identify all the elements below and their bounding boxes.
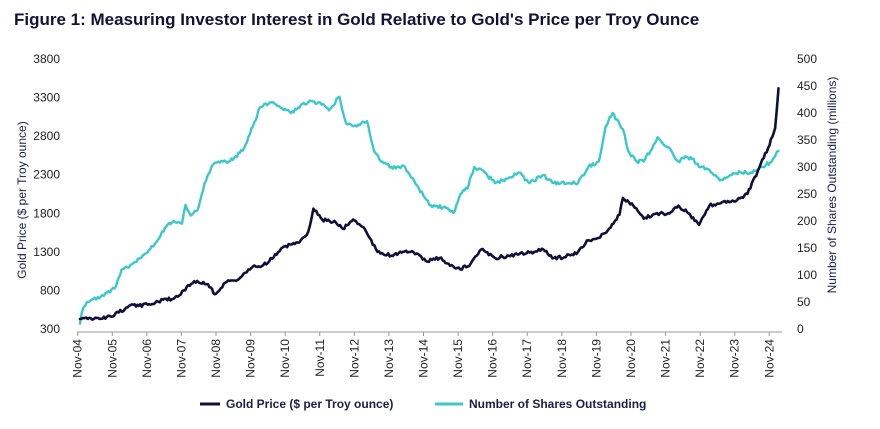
x-tick-label: Nov-21 [659, 339, 673, 378]
x-tick-label: Nov-08 [209, 339, 223, 378]
chart-title: Figure 1: Measuring Investor Interest in… [14, 10, 699, 29]
left-tick-label: 1300 [33, 245, 60, 259]
right-tick-label: 450 [797, 79, 817, 93]
right-tick-label: 350 [797, 133, 817, 147]
x-tick-label: Nov-24 [762, 339, 776, 378]
x-tick-label: Nov-19 [589, 339, 603, 378]
left-tick-label: 2800 [33, 129, 60, 143]
left-tick-label: 300 [40, 322, 60, 336]
left-tick-label: 2300 [33, 168, 60, 182]
right-tick-label: 150 [797, 241, 817, 255]
x-tick-label: Nov-22 [693, 339, 707, 378]
right-tick-label: 200 [797, 214, 817, 228]
right-tick-label: 400 [797, 106, 817, 120]
x-tick-label: Nov-14 [416, 339, 430, 378]
right-axis-ticks: 0 50 100 150 200 250 300 350 400 450 500 [797, 52, 817, 336]
shares-outstanding-series-line [78, 95, 780, 325]
x-tick-label: Nov-11 [313, 339, 327, 377]
legend-shares-label: Number of Shares Outstanding [469, 397, 646, 411]
left-axis-ticks: 300 800 1300 1800 2300 2800 3300 3800 [33, 52, 60, 336]
left-tick-label: 1800 [33, 206, 60, 220]
x-tick-label: Nov-07 [174, 339, 188, 378]
x-tick-label: Nov-04 [71, 339, 85, 378]
x-tick-label: Nov-18 [555, 339, 569, 378]
x-axis-ticks: Nov-04 Nov-05 Nov-06 Nov-07 Nov-08 Nov-09 Nov-… [71, 332, 776, 378]
x-tick-label: Nov-20 [624, 339, 638, 378]
x-tick-label: Nov-16 [486, 339, 500, 378]
x-tick-label: Nov-12 [347, 339, 361, 378]
right-tick-label: 500 [797, 52, 817, 66]
x-tick-label: Nov-15 [451, 339, 465, 378]
x-tick-label: Nov-13 [382, 339, 396, 378]
x-tick-label: Nov-06 [140, 339, 154, 378]
right-tick-label: 250 [797, 187, 817, 201]
x-tick-label: Nov-09 [244, 339, 258, 378]
gold-price-series-line [78, 87, 780, 321]
right-tick-label: 50 [797, 295, 811, 309]
legend: Gold Price ($ per Troy ounce) Number of … [200, 397, 646, 411]
right-axis-label: Number of Shares Outstanding (millions) [825, 77, 839, 294]
x-tick-label: Nov-23 [728, 339, 742, 378]
right-tick-label: 100 [797, 268, 817, 282]
x-tick-label: Nov-05 [105, 339, 119, 378]
x-tick-label: Nov-10 [278, 339, 292, 378]
left-axis-label: Gold Price ($ per Troy ounce) [15, 121, 29, 278]
right-tick-label: 0 [797, 322, 804, 336]
legend-gold-label: Gold Price ($ per Troy ounce) [226, 397, 393, 411]
x-tick-label: Nov-17 [520, 339, 534, 378]
series-layer [78, 87, 780, 325]
left-tick-label: 3800 [33, 52, 60, 66]
left-tick-label: 800 [40, 283, 60, 297]
left-tick-label: 3300 [33, 91, 60, 105]
right-tick-label: 300 [797, 160, 817, 174]
